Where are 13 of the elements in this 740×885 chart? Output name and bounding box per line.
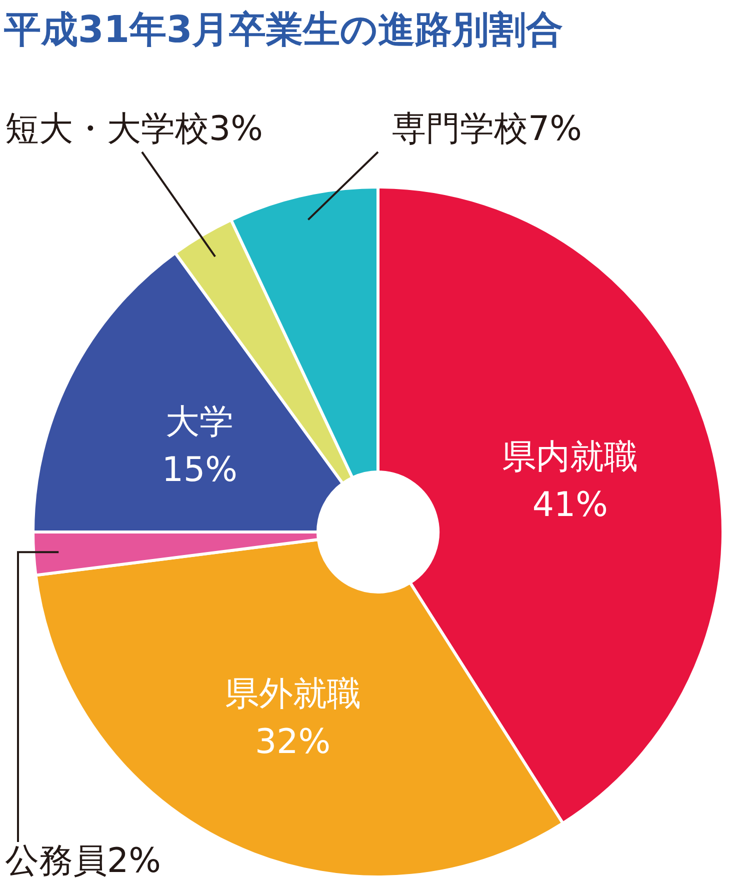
- chart-title: 平成31年3月卒業生の進路別割合: [4, 8, 564, 51]
- data-label: 41%: [532, 485, 608, 526]
- slice-label: 公務員: [5, 841, 107, 881]
- data-label: 3%: [209, 109, 263, 149]
- data-label: 7%: [528, 109, 582, 149]
- slice-label: 専門学校: [392, 109, 528, 149]
- slice-label: 短大・大学校: [5, 109, 209, 149]
- data-label: 2%: [107, 841, 161, 881]
- slice-label: 県内就職: [502, 437, 638, 478]
- data-label: 32%: [255, 722, 331, 762]
- slice-label: 県外就職: [224, 674, 361, 714]
- data-label: 15%: [162, 450, 238, 490]
- slice-label: 大学: [166, 402, 234, 442]
